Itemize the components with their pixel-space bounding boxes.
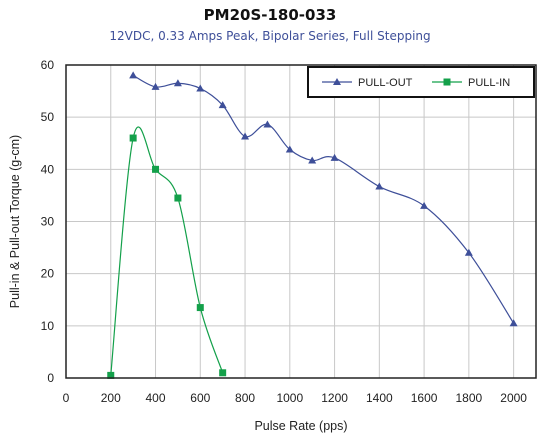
x-tick-label: 1600 [411, 391, 438, 405]
pull-out-point [218, 101, 227, 109]
y-tick-label: 40 [41, 162, 55, 176]
pull-out-point [375, 182, 384, 190]
chart-subtitle: 12VDC, 0.33 Amps Peak, Bipolar Series, F… [109, 29, 431, 43]
pull-in-point [196, 304, 204, 312]
legend-marker [333, 78, 341, 85]
pull-out-point [196, 84, 205, 92]
pull-out-point [420, 201, 429, 209]
x-tick-label: 400 [146, 391, 166, 405]
pull-out-point [285, 145, 294, 153]
x-tick-label: 1400 [366, 391, 393, 405]
legend: PULL-OUT PULL-IN [307, 66, 535, 98]
pull-in-point [152, 165, 160, 173]
x-tick-label: 2000 [500, 391, 527, 405]
pull-in-point [129, 134, 137, 142]
x-tick-label: 0 [63, 391, 70, 405]
pull-out-point [509, 319, 518, 327]
x-tick-label: 600 [190, 391, 210, 405]
y-tick-label: 10 [41, 319, 55, 333]
pull-out-point [263, 120, 272, 128]
pull-out-point [173, 79, 182, 87]
pull-out-point [129, 71, 138, 79]
pull-out-point [308, 156, 317, 164]
pull-out-line [132, 74, 515, 324]
series-layer [107, 71, 518, 379]
y-tick-label: 20 [41, 267, 55, 281]
x-tick-label: 200 [101, 391, 121, 405]
pull-in-point [174, 194, 182, 202]
pull-out-point [464, 248, 473, 256]
y-axis-label: Pull-in & Pull-out Torque (g-cm) [8, 135, 22, 308]
x-axis-label: Pulse Rate (pps) [254, 419, 347, 433]
pull-out-point [241, 132, 250, 140]
pull-in-point [107, 371, 115, 379]
x-tick-label: 1200 [321, 391, 348, 405]
grid [66, 65, 536, 378]
legend-item-pull-out: PULL-OUT [322, 77, 413, 89]
pull-in-point [219, 369, 227, 377]
x-tick-label: 800 [235, 391, 255, 405]
chart-title: PM20S-180-033 [203, 6, 337, 24]
plot-frame [65, 64, 537, 379]
y-tick-label: 50 [41, 110, 55, 124]
legend-label: PULL-OUT [358, 77, 413, 89]
y-tick-label: 30 [41, 215, 55, 229]
y-tick-label: 0 [47, 371, 54, 385]
series-pull-out [129, 71, 518, 327]
x-tick-label: 1800 [456, 391, 483, 405]
legend-item-pull-in: PULL-IN [432, 77, 510, 89]
tick-labels: 0 200 400 600 800 1000 1200 1400 1600 1800 2000 0 10… [41, 58, 528, 405]
series-pull-in [107, 126, 227, 379]
legend-marker [443, 78, 451, 86]
pull-out-point [330, 153, 339, 161]
y-tick-label: 60 [41, 58, 55, 72]
x-tick-label: 1000 [276, 391, 303, 405]
legend-label: PULL-IN [468, 77, 510, 89]
pull-in-line [110, 126, 224, 376]
pull-out-point [151, 82, 160, 90]
